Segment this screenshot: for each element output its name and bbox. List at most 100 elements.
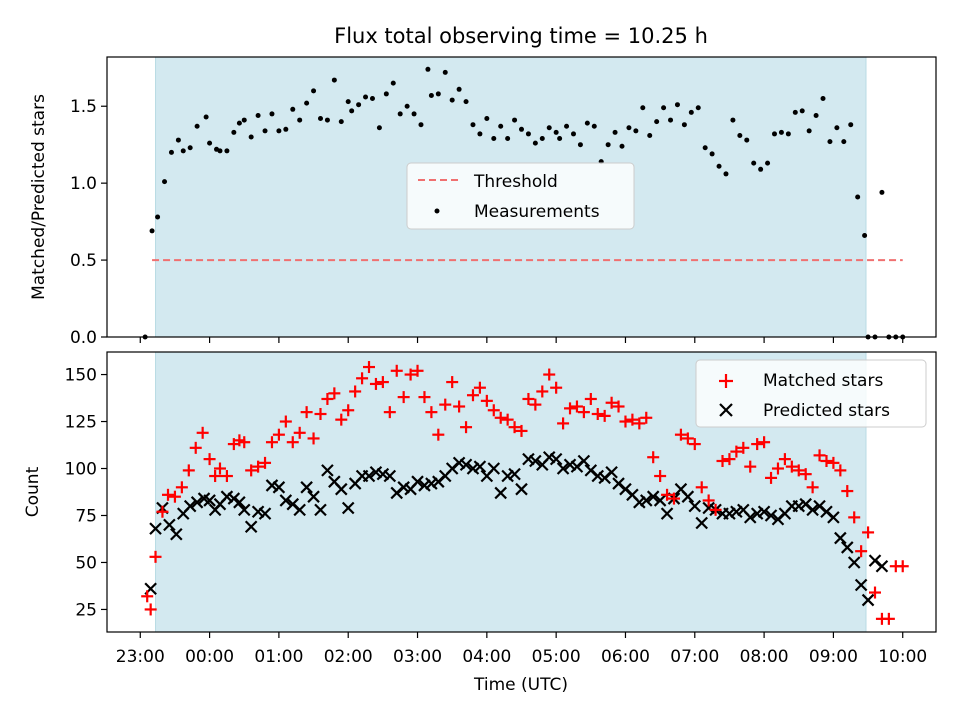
x-tick-label: 07:00 — [670, 647, 719, 667]
predicted-star-point — [227, 492, 241, 505]
measurement-point — [217, 148, 223, 154]
bottom-y-ticks: 25 50 75 100 125 150 — [65, 366, 107, 620]
matched-star-point — [432, 428, 445, 441]
measurement-point — [349, 108, 355, 114]
matched-star-point — [550, 381, 563, 394]
measurement-point — [418, 122, 424, 128]
measurement-point — [730, 117, 736, 123]
matched-star-point — [758, 436, 771, 449]
measurement-point — [241, 117, 247, 123]
measurement-point — [276, 128, 282, 134]
legend-threshold-label: Threshold — [473, 172, 558, 192]
matched-star-point — [667, 492, 680, 505]
top-legend-box — [406, 162, 635, 230]
measurement-point — [236, 120, 242, 126]
measurement-point — [564, 123, 570, 129]
predicted-star-point — [854, 578, 868, 592]
measurement-point — [806, 128, 812, 134]
chart-title: Flux total observing time = 10.25 h — [334, 24, 708, 48]
predicted-star-point — [494, 486, 507, 500]
matched-star-point — [473, 381, 486, 394]
predicted-star-point — [515, 482, 528, 496]
measurement-point — [376, 125, 382, 131]
measurement-point — [702, 145, 708, 151]
measurement-point — [848, 122, 854, 128]
measurement-point — [311, 88, 317, 94]
matched-star-point — [189, 441, 202, 454]
legend-predicted-label: Predicted stars — [763, 401, 890, 421]
matched-star-point — [598, 409, 611, 422]
measurement-point — [304, 100, 310, 106]
predicted-star-point — [183, 499, 197, 513]
y-tick-label: 75 — [75, 506, 97, 526]
matched-star-point — [723, 453, 736, 466]
measurement-point — [553, 129, 559, 135]
measurement-point — [778, 129, 784, 135]
legend-measurements-label: Measurements — [474, 202, 600, 222]
predicted-stars-points — [144, 450, 889, 607]
predicted-star-point — [827, 511, 840, 524]
matched-star-point — [508, 421, 521, 434]
measurement-point — [512, 117, 518, 123]
matched-star-point — [265, 436, 278, 449]
measurement-point — [709, 151, 715, 157]
measurement-point — [612, 129, 618, 135]
matched-star-point — [272, 428, 285, 441]
measurement-point — [149, 228, 155, 234]
matched-star-point — [279, 415, 292, 428]
measurement-point — [557, 136, 563, 142]
matched-star-point — [314, 408, 327, 421]
matched-star-point — [695, 481, 708, 494]
matched-star-point — [626, 413, 639, 426]
predicted-star-point — [411, 475, 424, 488]
y-tick-label: 0.5 — [70, 251, 97, 271]
measurement-point — [619, 143, 625, 149]
matched-star-point — [882, 612, 895, 625]
predicted-star-point — [847, 556, 861, 569]
y-tick-label: 1.0 — [70, 174, 97, 194]
measurement-point — [248, 134, 254, 140]
measurement-point — [411, 111, 417, 117]
measurement-point — [539, 136, 545, 142]
matched-star-point — [245, 464, 258, 477]
measurement-point — [855, 194, 861, 200]
matched-star-point — [238, 436, 251, 449]
measurement-point — [345, 99, 351, 105]
matched-star-point — [570, 400, 583, 413]
matched-star-point — [792, 464, 805, 477]
measurement-point — [681, 122, 687, 128]
measurement-point — [827, 139, 833, 145]
matched-star-point — [293, 426, 306, 439]
matched-star-point — [144, 603, 157, 616]
matched-star-point — [869, 586, 882, 599]
x-tick-label: 23:00 — [116, 647, 165, 667]
predicted-star-point — [806, 503, 819, 517]
top-y-ticks: 0.0 0.5 1.0 1.5 — [70, 97, 107, 348]
y-tick-label: 25 — [75, 600, 97, 620]
measurement-point — [155, 214, 161, 220]
matched-star-point — [577, 406, 590, 419]
measurement-point — [668, 117, 674, 123]
predicted-star-point — [237, 503, 251, 517]
bottom-x-ticks: 23:00 00:00 01:00 02:00 03:00 04:00 05:00 06:00… — [116, 632, 927, 667]
measurement-point — [654, 119, 660, 125]
predicted-star-point — [549, 452, 563, 466]
matched-star-point — [855, 545, 868, 558]
measurement-point — [626, 125, 632, 131]
predicted-star-point — [834, 531, 847, 545]
matched-star-point — [744, 460, 757, 473]
matched-star-point — [751, 438, 764, 451]
matched-star-point — [203, 453, 216, 466]
measurement-point — [723, 171, 729, 177]
matched-star-point — [161, 488, 174, 501]
predicted-star-point — [681, 490, 695, 503]
matched-star-point — [619, 415, 632, 428]
predicted-star-point — [840, 541, 854, 554]
matched-star-point — [730, 445, 743, 458]
matched-star-point — [647, 451, 660, 464]
x-tick-label: 08:00 — [740, 647, 789, 667]
measurement-point — [525, 131, 531, 137]
measurement-point — [862, 232, 868, 238]
matched-star-point — [771, 462, 784, 475]
measurement-point — [879, 189, 885, 195]
